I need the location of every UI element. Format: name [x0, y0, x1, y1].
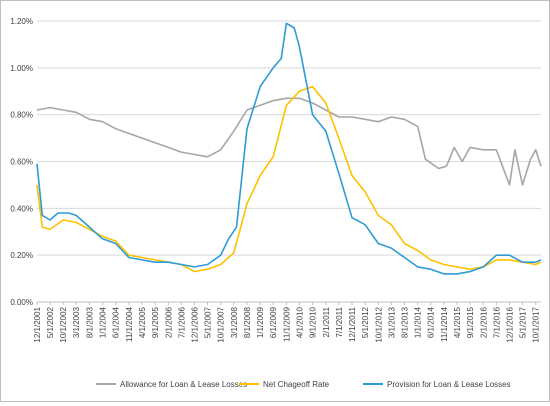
- y-tick-label: 1.20%: [10, 17, 33, 26]
- legend-label: Net Chageoff Rate: [263, 380, 330, 389]
- x-tick-label: 7/1/2011: [335, 306, 344, 337]
- y-tick-label: 0.20%: [10, 251, 33, 260]
- gridlines: [37, 20, 541, 303]
- x-tick-label: 3/1/2008: [230, 306, 239, 338]
- x-tick-label: 12/1/2001: [33, 306, 42, 342]
- x-tick-label: 5/1/2012: [361, 306, 370, 338]
- x-tick-label: 8/1/2008: [243, 306, 252, 338]
- x-tick-label: 1/1/2004: [99, 306, 108, 338]
- x-tick-label: 4/1/2005: [138, 306, 147, 338]
- x-tick-label: 1/1/2009: [256, 306, 265, 338]
- x-tick-label: 7/1/2016: [492, 306, 501, 338]
- x-tick-label: 11/1/2009: [282, 306, 291, 342]
- x-tick-label: 4/1/2015: [453, 306, 462, 338]
- y-tick-label: 1.00%: [10, 64, 33, 73]
- x-tick-label: 6/1/2004: [112, 306, 121, 338]
- x-tick-label: 10/1/2017: [532, 306, 541, 342]
- x-tick-label: 2/1/2006: [164, 306, 173, 338]
- series-line-allowance-for-loan-lease-losses: [36, 97, 542, 186]
- x-tick-label: 3/1/2013: [387, 306, 396, 338]
- x-tick-label: 12/1/2016: [506, 306, 515, 342]
- x-tick-label: 8/1/2003: [85, 306, 94, 338]
- series-line-net-chageoff-rate: [36, 85, 542, 273]
- x-tick-label: 8/1/2013: [400, 306, 409, 338]
- series-lines: [36, 22, 542, 275]
- x-tick-label: 2/1/2011: [322, 306, 331, 337]
- x-tick-label: 10/1/2002: [59, 306, 68, 342]
- series-line-provision-for-loan-lease-losses: [36, 22, 542, 275]
- y-axis: 0.00% 0.20% 0.40% 0.60% 0.80% 1.00% 1.20%: [10, 17, 33, 307]
- x-tick-label: 9/1/2010: [309, 306, 318, 338]
- x-tick-label: 11/1/2014: [440, 306, 449, 342]
- x-tick-label: 9/1/2005: [151, 306, 160, 338]
- y-tick-label: 0.80%: [10, 111, 33, 120]
- x-tick-label: 6/1/2014: [427, 306, 436, 338]
- x-tick-label: 9/1/2015: [466, 306, 475, 338]
- y-tick-label: 0.60%: [10, 158, 33, 167]
- x-tick-label: 10/1/2012: [374, 306, 383, 342]
- x-tick-label: 3/1/2003: [72, 306, 81, 338]
- x-axis: 12/1/2001 5/1/2002 10/1/2002 3/1/2003 8/1/20…: [33, 301, 541, 343]
- x-tick-label: 5/1/2002: [46, 306, 55, 338]
- x-tick-label: 4/1/2010: [295, 306, 304, 338]
- x-tick-label: 6/1/2009: [269, 306, 278, 338]
- x-tick-label: 11/1/2004: [125, 306, 134, 342]
- x-tick-label: 5/1/2017: [519, 306, 528, 338]
- x-tick-label: 12/1/2011: [348, 306, 357, 342]
- legend: Allowance for Loan & Lease Losses Net Cha…: [96, 380, 511, 389]
- x-tick-label: 1/1/2014: [414, 306, 423, 338]
- legend-label: Allowance for Loan & Lease Losses: [120, 380, 247, 389]
- x-tick-label: 10/1/2007: [217, 306, 226, 342]
- x-tick-label: 5/1/2007: [204, 306, 213, 338]
- legend-label: Provision for Loan & Lease Losses: [387, 380, 511, 389]
- x-tick-label: 7/1/2006: [177, 306, 186, 338]
- x-tick-label: 12/1/2006: [190, 306, 199, 342]
- x-tick-label: 2/1/2016: [479, 306, 488, 338]
- y-tick-label: 0.40%: [10, 204, 33, 213]
- y-tick-label: 0.00%: [10, 298, 33, 307]
